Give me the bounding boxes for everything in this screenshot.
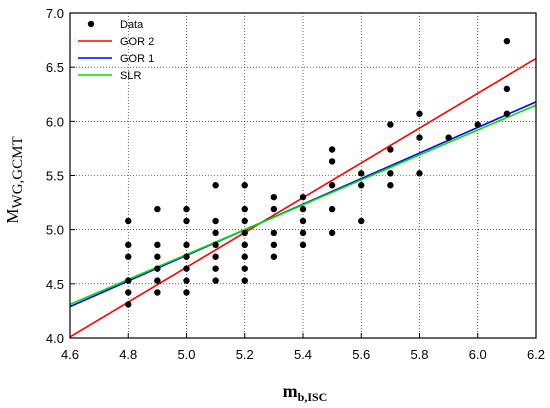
y-tick-label: 4.5 <box>46 277 64 292</box>
data-point <box>212 182 219 189</box>
x-tick-label: 6.2 <box>527 347 545 362</box>
x-axis-title-sub: b,ISC <box>298 390 328 404</box>
data-point <box>154 205 161 213</box>
data-point <box>270 205 278 213</box>
y-axis-title-main: M <box>3 208 22 223</box>
x-tick-label: 5.4 <box>294 347 312 362</box>
y-tick-label: 6.5 <box>46 60 64 75</box>
data-point <box>154 241 161 249</box>
data-point <box>154 253 161 260</box>
x-tick-label: 5.8 <box>410 347 428 362</box>
data-point <box>183 289 190 296</box>
data-point <box>474 121 481 128</box>
data-point <box>212 277 219 284</box>
legend-label: GOR 1 <box>120 53 154 65</box>
data-point <box>328 229 336 237</box>
x-tick-label: 5.2 <box>236 347 254 362</box>
data-point <box>503 110 511 117</box>
data-point <box>387 182 394 189</box>
data-point <box>183 241 190 249</box>
legend-label: GOR 2 <box>120 36 154 48</box>
x-tick-label: 5.0 <box>177 347 195 362</box>
data-point <box>183 277 190 284</box>
data-point <box>125 277 132 284</box>
data-point <box>212 241 219 249</box>
y-tick-label: 5.5 <box>46 169 64 184</box>
legend-label: Data <box>120 19 144 31</box>
y-axis-title: MWG,GCMT <box>3 136 26 223</box>
data-point <box>299 229 307 237</box>
y-tick-label: 6.0 <box>46 114 64 129</box>
data-point <box>328 158 336 165</box>
data-point <box>154 277 161 284</box>
data-point <box>328 205 336 213</box>
y-axis-title-sub: WG,GCMT <box>10 136 26 208</box>
data-point <box>212 217 219 225</box>
data-point <box>270 253 278 260</box>
data-point <box>125 241 132 249</box>
data-point <box>299 241 307 249</box>
data-point <box>241 253 248 260</box>
data-point <box>387 146 394 153</box>
legend: Data GOR 2 GOR 1 SLR <box>78 19 154 82</box>
line-slr <box>69 104 537 306</box>
data-point <box>125 253 132 260</box>
y-tick-label: 4.0 <box>46 331 64 346</box>
data-point <box>270 241 278 249</box>
data-point <box>387 121 394 128</box>
data-point <box>328 182 336 189</box>
data-point <box>154 265 161 272</box>
data-point <box>445 134 452 141</box>
legend-marker-data <box>87 20 95 28</box>
data-point <box>270 193 278 201</box>
data-point <box>183 253 190 260</box>
data-point <box>212 229 219 237</box>
data-point <box>416 110 423 117</box>
data-point <box>183 265 190 272</box>
data-point <box>183 217 190 225</box>
data-point <box>270 229 278 237</box>
x-tick-label: 5.6 <box>352 347 370 362</box>
data-point <box>299 193 307 201</box>
y-tick-label: 7.0 <box>46 6 64 21</box>
x-axis-title: mb,ISC <box>283 381 328 404</box>
data-point <box>125 301 132 308</box>
data-point <box>212 253 219 260</box>
data-point <box>241 277 248 284</box>
data-point <box>241 205 248 213</box>
data-point <box>241 229 248 237</box>
data-point <box>416 170 423 177</box>
x-tick-label: 6.0 <box>469 347 487 362</box>
data-point <box>212 265 219 272</box>
x-tick-label: 4.8 <box>119 347 137 362</box>
data-point <box>358 170 365 177</box>
data-point <box>241 182 248 189</box>
legend-label: SLR <box>120 70 141 82</box>
x-axis-ticks: 4.6 4.8 5.0 5.2 5.4 5.6 5.8 6.0 6.2 <box>61 333 545 362</box>
data-point <box>241 241 248 249</box>
data-point <box>503 85 511 93</box>
data-point <box>503 37 511 45</box>
y-tick-label: 5.0 <box>46 223 64 238</box>
data-point <box>241 265 248 272</box>
data-point <box>358 217 365 225</box>
x-axis-title-main: m <box>283 381 298 401</box>
data-point <box>241 217 248 225</box>
data-point <box>387 170 394 177</box>
y-axis-ticks: 4.0 4.5 5.0 5.5 6.0 6.5 7.0 <box>46 6 75 346</box>
data-points <box>125 37 511 308</box>
data-point <box>125 289 132 296</box>
x-tick-label: 4.6 <box>61 347 79 362</box>
data-point <box>299 217 307 225</box>
data-point <box>328 146 336 153</box>
data-point <box>125 217 132 225</box>
data-point <box>358 182 365 189</box>
data-point <box>299 205 307 213</box>
data-point <box>183 205 190 213</box>
data-point <box>416 134 423 141</box>
data-point <box>154 289 161 296</box>
